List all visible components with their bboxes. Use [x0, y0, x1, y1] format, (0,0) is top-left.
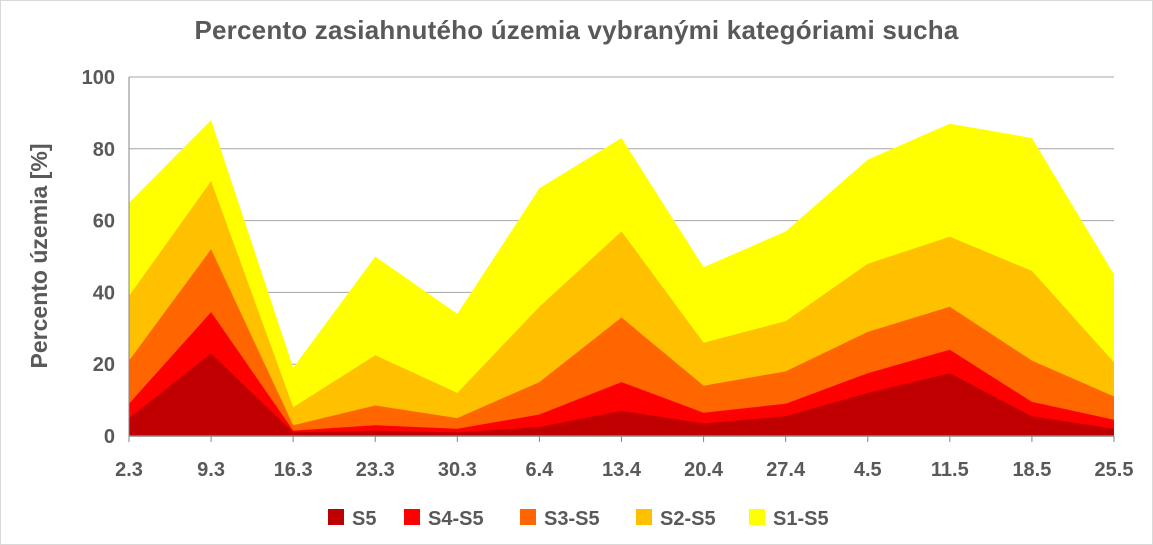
legend-swatch: [749, 509, 765, 525]
y-tick-label: 100: [82, 67, 115, 89]
legend-label: S2-S5: [660, 508, 716, 530]
area-series-s5: [129, 353, 1114, 436]
legend-swatch: [328, 509, 344, 525]
y-tick-label: 80: [93, 139, 115, 161]
y-tick-label: 40: [93, 282, 115, 304]
x-tick-label: 27.4: [766, 459, 806, 481]
y-tick-label: 0: [104, 426, 115, 448]
x-tick-label: 6.4: [526, 459, 555, 481]
x-tick-label: 16.3: [274, 459, 313, 481]
x-tick-label: 13.4: [602, 459, 642, 481]
y-tick-label: 20: [93, 354, 115, 376]
x-tick-label: 25.5: [1095, 459, 1134, 481]
legend-label: S4-S5: [428, 508, 484, 530]
x-tick-label: 9.3: [197, 459, 225, 481]
y-axis-ticks: 0 20 40 60 80 100: [82, 67, 115, 448]
legend-item-s5: S5: [328, 508, 376, 530]
chart-title: Percento zasiahnutého územia vybranými k…: [194, 15, 959, 45]
x-tick-label: 30.3: [438, 459, 477, 481]
legend: S5 S4-S5 S3-S5 S2-S5 S1-S5: [328, 508, 829, 530]
legend-label: S3-S5: [544, 508, 600, 530]
legend-item-s4-s5: S4-S5: [404, 508, 484, 530]
x-axis-ticks: 2.3 9.3 16.3 23.3 30.3 6.4 13.4 20.4 27.4 4.5 11.5…: [115, 436, 1133, 481]
x-tick-label: 2.3: [115, 459, 143, 481]
legend-label: S5: [352, 508, 376, 530]
x-tick-label: 23.3: [356, 459, 395, 481]
legend-item-s1-s5: S1-S5: [749, 508, 829, 530]
x-tick-label: 18.5: [1012, 459, 1051, 481]
legend-item-s3-s5: S3-S5: [520, 508, 600, 530]
legend-swatch: [636, 509, 652, 525]
y-axis-label: Percento územia [%]: [26, 144, 52, 369]
legend-swatch: [404, 509, 420, 525]
x-tick-label: 11.5: [931, 459, 969, 481]
legend-label: S1-S5: [773, 508, 829, 530]
x-tick-label: 20.4: [684, 459, 724, 481]
y-tick-label: 60: [93, 211, 115, 233]
legend-swatch: [520, 509, 536, 525]
x-tick-label: 4.5: [854, 459, 882, 481]
plot-areas: [129, 120, 1114, 436]
legend-item-s2-s5: S2-S5: [636, 508, 716, 530]
